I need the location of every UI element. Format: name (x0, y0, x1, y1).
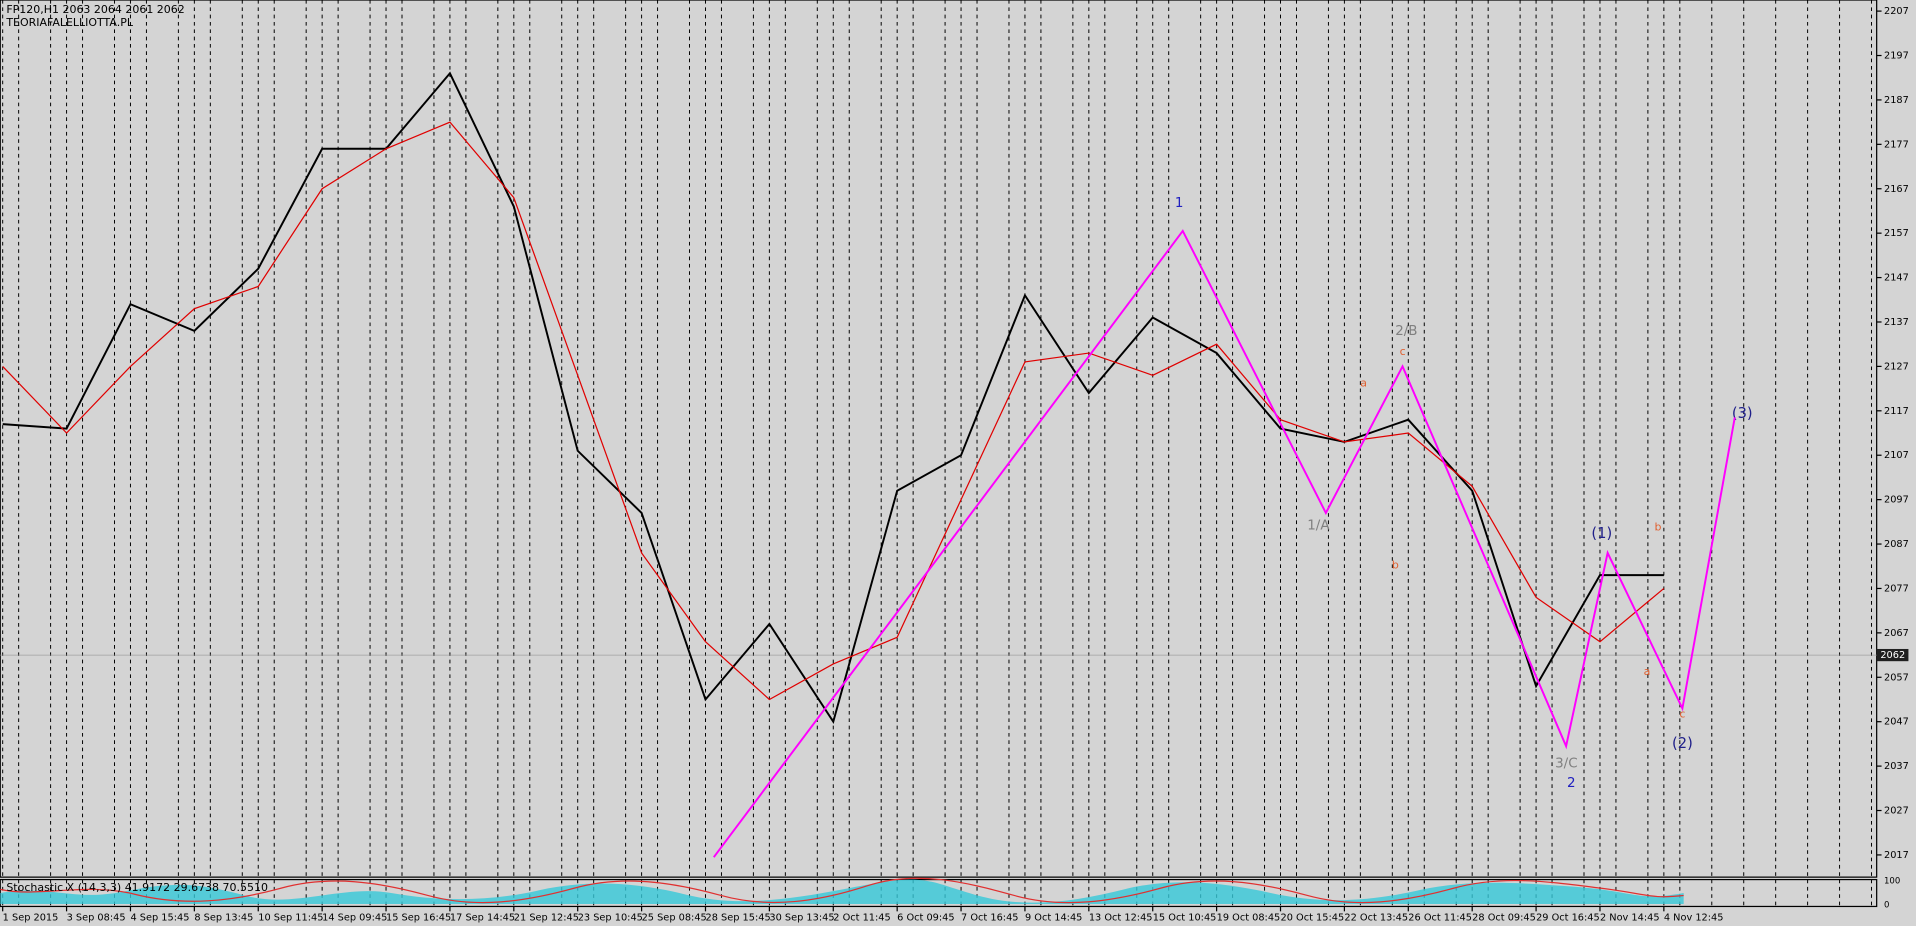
y-tick-label: 2187 (1884, 95, 1909, 106)
y-tick-label: 2067 (1884, 628, 1909, 639)
y-tick-label: 2017 (1884, 850, 1909, 861)
x-tick-label: 4 Nov 12:45 (1664, 912, 1724, 923)
x-tick-label: 26 Oct 11:45 (1408, 912, 1472, 923)
y-tick-label: 2027 (1884, 806, 1909, 817)
wave-label: 3/C (1555, 757, 1577, 772)
x-tick-label: 14 Sep 09:45 (322, 912, 387, 923)
y-tick-label: 2117 (1884, 406, 1909, 417)
stochastic-signal (0, 877, 1684, 904)
wave-label: a (1644, 665, 1651, 678)
y-tick-label: 2137 (1884, 317, 1909, 328)
x-tick-label: 13 Oct 12:45 (1089, 912, 1153, 923)
x-tick-label: 15 Oct 10:45 (1153, 912, 1217, 923)
wave-label: b (1392, 559, 1399, 572)
x-tick-label: 7 Oct 16:45 (961, 912, 1018, 923)
wave-label: 2 (1567, 776, 1576, 791)
x-tick-label: 29 Oct 16:45 (1536, 912, 1600, 923)
y-tick-label: 2177 (1884, 139, 1909, 150)
x-tick-label: 8 Sep 13:45 (194, 912, 253, 923)
y-tick-label: 2037 (1884, 761, 1909, 772)
y-tick-label: 2097 (1884, 495, 1909, 506)
y-tick-label: 2157 (1884, 228, 1909, 239)
x-tick-label: 28 Oct 09:45 (1472, 912, 1536, 923)
plot-area (0, 0, 1878, 878)
wave-line (713, 229, 1736, 858)
x-tick-label: 28 Sep 15:45 (705, 912, 770, 923)
y-tick-label: 2107 (1884, 450, 1909, 461)
x-tick-label: 3 Sep 08:45 (67, 912, 126, 923)
x-tick-label: 15 Sep 16:45 (386, 912, 451, 923)
x-tick-label: 10 Sep 11:45 (258, 912, 323, 923)
y-tick-label: 2047 (1884, 717, 1909, 728)
x-tick-label: 1 Sep 2015 (3, 912, 59, 923)
indicator-label: Stochastic X (14,3,3) 41.9172 29.6738 70… (6, 881, 268, 894)
x-tick-label: 2 Oct 11:45 (833, 912, 890, 923)
wave-label: b (1655, 521, 1662, 534)
last-price-box (1876, 648, 1909, 662)
wave-label: (1) (1591, 525, 1612, 542)
x-tick-label: 30 Sep 13:45 (769, 912, 834, 923)
series-line (2, 121, 1665, 701)
last-price-label: 2062 (1880, 650, 1905, 661)
y-tick-label: 2167 (1884, 184, 1909, 195)
wave-label: c (1679, 708, 1685, 721)
x-tick-label: 22 Oct 13:45 (1344, 912, 1408, 923)
wave-label: (2) (1672, 735, 1693, 752)
wave-label: 1/A (1307, 518, 1330, 533)
stochastic-fill (0, 879, 1684, 905)
wave-label: 2/B (1395, 324, 1417, 339)
y-tick-label: 2207 (1884, 6, 1909, 17)
y-tick-label: 2087 (1884, 539, 1909, 550)
x-tick-label: 17 Sep 14:45 (450, 912, 515, 923)
y-tick-label: 2057 (1884, 672, 1909, 683)
chart-subtitle: TEORIAFALELLIOTTA.PL (5, 16, 133, 29)
x-tick-label: 19 Oct 08:45 (1217, 912, 1281, 923)
wave-label: a (1360, 377, 1367, 390)
series-line (2, 71, 1664, 725)
x-tick-label: 23 Sep 10:45 (578, 912, 643, 923)
wave-label: (3) (1732, 405, 1753, 422)
x-tick-label: 4 Sep 15:45 (130, 912, 189, 923)
x-tick-label: 21 Sep 12:45 (514, 912, 579, 923)
y-tick-label: 2147 (1884, 273, 1909, 284)
x-tick-label: 25 Sep 08:45 (642, 912, 707, 923)
y-tick-label: 2077 (1884, 583, 1909, 594)
wave-label: 1 (1175, 196, 1184, 211)
grid (2, 0, 1872, 907)
x-tick-label: 6 Oct 09:45 (897, 912, 954, 923)
x-tick-label: 20 Oct 15:45 (1281, 912, 1345, 923)
x-tick-label: 9 Oct 14:45 (1025, 912, 1082, 923)
y-tick-label: 2197 (1884, 51, 1909, 62)
chart-title: FP120,H1 2063 2064 2061 2062 (6, 3, 184, 16)
indicator-tick-label: 100 (1884, 876, 1900, 886)
x-tick-label: 2 Nov 14:45 (1600, 912, 1660, 923)
wave-label: c (1400, 345, 1406, 358)
y-tick-label: 2127 (1884, 361, 1909, 372)
indicator-tick-label: 0 (1884, 901, 1889, 911)
